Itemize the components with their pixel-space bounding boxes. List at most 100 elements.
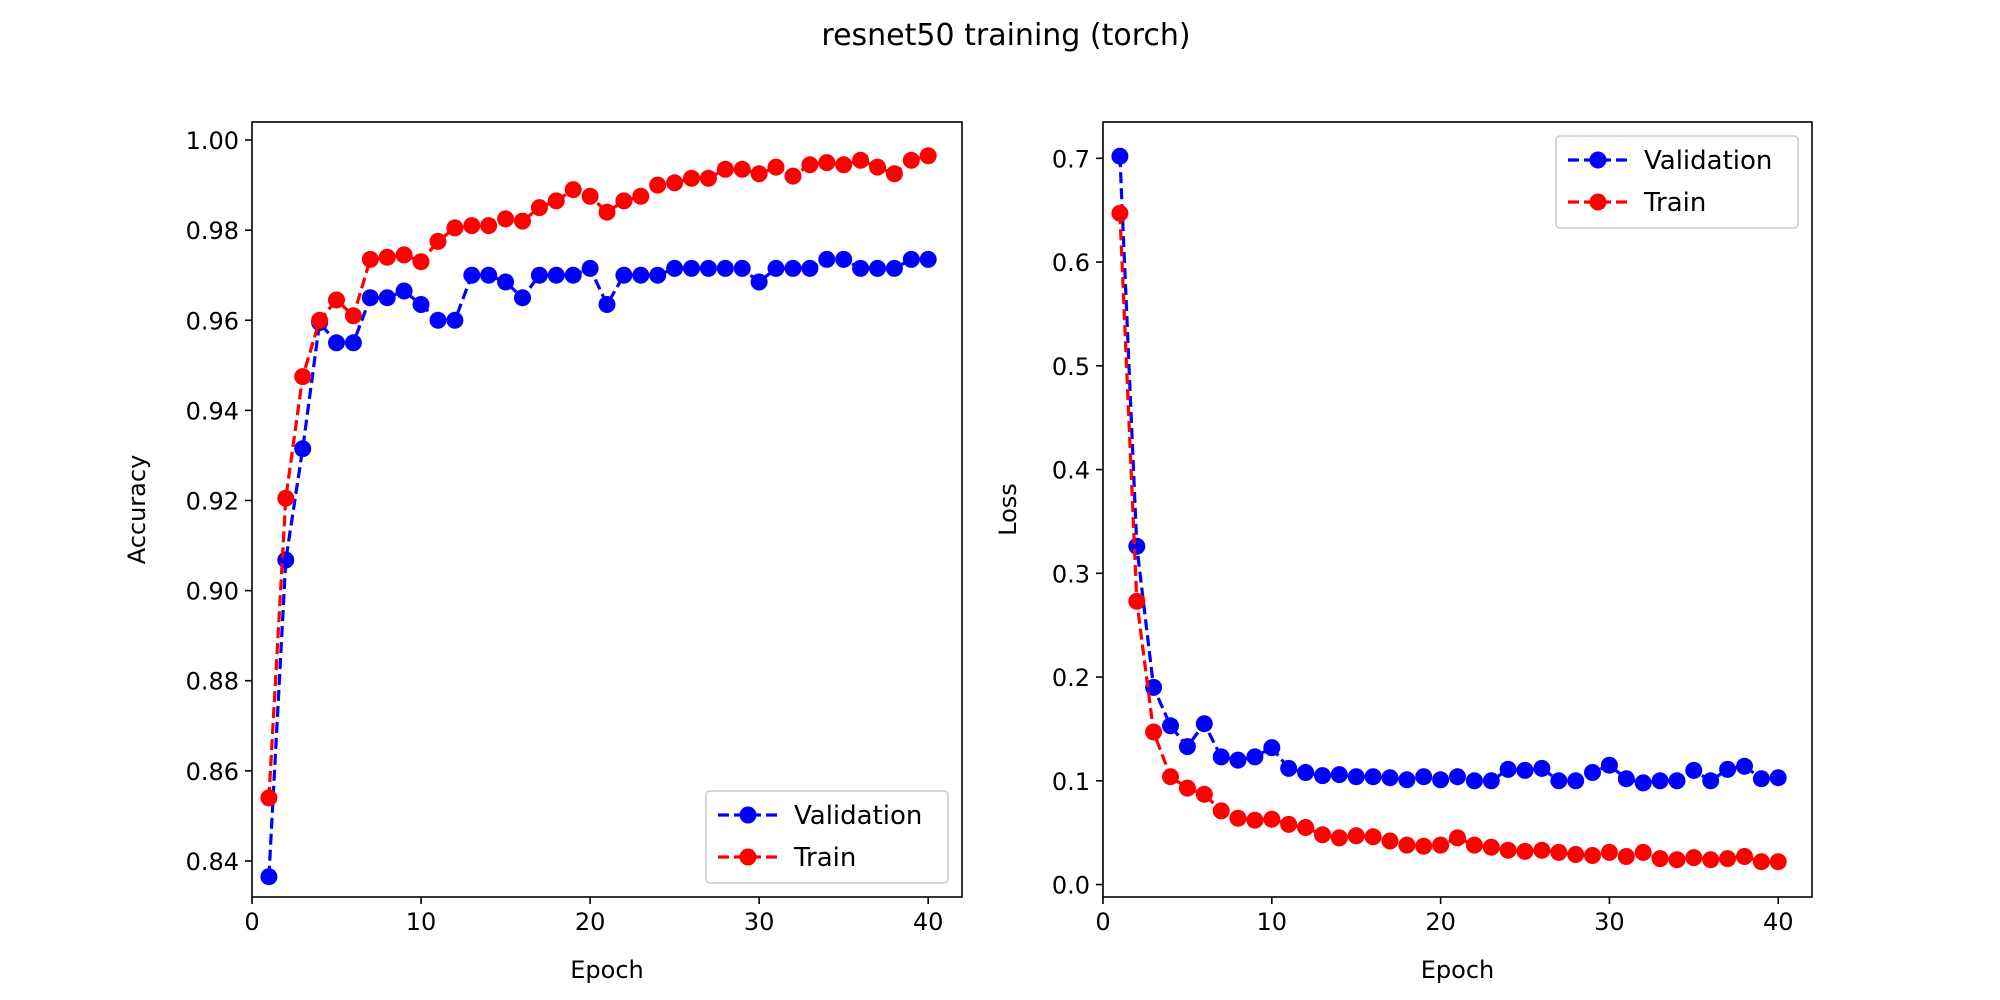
loss-validation-point [1128,537,1146,555]
accuracy-train-point [446,219,464,237]
accuracy-train-point [277,489,295,507]
accuracy-validation-point [564,266,582,284]
accuracy-axes-frame [251,121,963,898]
accuracy-y-tick-label: 0.92 [186,487,239,515]
loss-validation-point [1482,772,1500,790]
accuracy-train-point [902,151,920,169]
accuracy-train-point [649,176,667,194]
loss-y-axis-label: Loss [994,483,1022,536]
accuracy-train-point [716,160,734,178]
loss-train-point [1195,785,1213,803]
accuracy-legend-validation-swatch-marker [739,806,757,824]
loss-legend-train-swatch-marker [1589,193,1607,211]
loss-validation-line [1118,156,1779,785]
accuracy-validation-point [446,311,464,329]
accuracy-y-tick-label: 0.96 [186,307,239,335]
accuracy-validation-point [835,250,853,268]
loss-train-point [1381,832,1399,850]
accuracy-validation-point [683,259,700,277]
accuracy-legend-train-swatch-marker [739,848,757,866]
accuracy-train-point [919,147,937,165]
accuracy-x-tick-label: 20 [575,908,606,936]
accuracy-validation-point [395,282,413,300]
loss-y-tick-label: 0.4 [1052,457,1090,485]
loss-train-point [1600,843,1618,861]
accuracy-train-point [344,307,362,325]
accuracy-train-point [632,187,650,205]
loss-train-point [1651,850,1669,868]
loss-x-tick-label: 30 [1594,908,1625,936]
accuracy-validation-point [260,868,278,886]
accuracy-validation-point [547,266,565,284]
accuracy-validation-point [378,289,396,307]
loss-validation-point [1280,759,1298,777]
loss-y-tick-label: 0.5 [1052,353,1090,381]
accuracy-train-point [818,154,836,172]
loss-train-point [1128,592,1146,610]
accuracy-validation-point [750,273,768,291]
loss-validation-point [1246,748,1264,766]
loss-train-point [1212,802,1230,820]
accuracy-train-point [328,291,345,309]
accuracy-train-point [311,311,329,329]
accuracy-y-tick-label: 0.90 [186,578,239,606]
accuracy-train-point [750,165,768,183]
loss-validation-point [1769,769,1787,787]
accuracy-train-point [835,156,853,174]
loss-train-point [1145,723,1163,741]
accuracy-train-point [547,192,565,210]
loss-train-point [1634,843,1652,861]
accuracy-validation-point [852,259,870,277]
accuracy-train-point [395,246,413,264]
loss-validation-point [1600,756,1618,774]
loss-x-tick-label: 10 [1257,908,1288,936]
accuracy-validation-point [666,259,684,277]
loss-y-tick-label: 0.1 [1052,768,1090,796]
loss-train-point [1482,838,1500,856]
loss-train-point [1280,815,1298,833]
loss-legend-train-label: Train [1643,188,1706,218]
accuracy-validation-point [581,259,599,277]
loss-train-point [1516,842,1534,860]
accuracy-validation-point [480,266,498,284]
accuracy-y-tick-label: 0.88 [186,668,239,696]
loss-x-tick-label: 0 [1095,908,1110,936]
loss-validation-point [1617,770,1635,788]
loss-train-point [1567,846,1585,863]
accuracy-train-point [497,210,515,228]
loss-legend-validation-swatch-marker [1589,151,1607,169]
accuracy-x-tick-label: 10 [406,908,437,936]
loss-validation-point [1364,768,1382,786]
loss-validation-point [1702,772,1720,790]
loss-train-point [1347,827,1365,845]
accuracy-legend: Validation Train [705,790,949,884]
loss-train-point [1415,837,1433,855]
loss-validation-point [1465,772,1483,790]
accuracy-train-point [699,169,717,187]
loss-train-point [1432,836,1450,854]
loss-validation-point [1668,772,1686,790]
accuracy-x-axis-label: Epoch [570,956,644,984]
loss-validation-point [1229,751,1247,769]
loss-train-point [1719,850,1737,868]
accuracy-validation-point [344,334,362,352]
loss-train-point [1736,848,1753,865]
loss-validation-point [1111,147,1129,165]
loss-validation-point [1685,761,1703,779]
loss-train-point [1769,853,1787,871]
loss-validation-point [1178,738,1196,756]
loss-train-point [1229,809,1247,827]
loss-validation-point [1516,761,1534,779]
accuracy-chart: 0 10 20 30 40 0.84 0.86 0.88 0.90 0.92 0.94 0.96 0.9… [123,121,963,984]
accuracy-validation-point [277,551,295,569]
accuracy-x-tick-label: 30 [744,908,775,936]
loss-train-point [1465,836,1483,854]
accuracy-validation-point [767,259,785,277]
loss-validation-point [1398,771,1416,789]
loss-train-point [1533,841,1551,859]
accuracy-train-point [378,248,396,266]
loss-axes-frame [1102,121,1813,898]
loss-y-tick-label: 0.2 [1052,664,1090,692]
accuracy-validation-point [733,259,751,277]
loss-validation-point [1297,764,1315,781]
